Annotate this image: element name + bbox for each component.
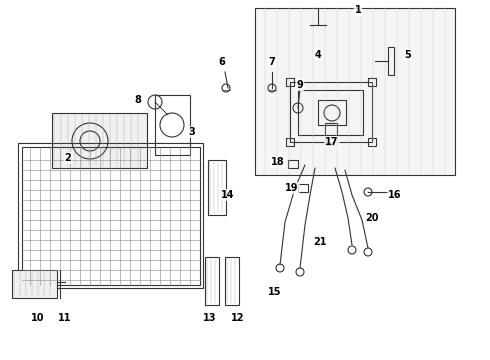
Bar	[298, 90, 363, 135]
Bar	[368, 138, 376, 146]
Text: 15: 15	[268, 287, 282, 297]
Text: 14: 14	[221, 190, 235, 200]
Bar	[225, 257, 239, 305]
Text: 19: 19	[285, 183, 299, 193]
Bar	[298, 184, 308, 192]
Text: 3: 3	[189, 127, 196, 137]
Text: 16: 16	[388, 190, 402, 200]
Bar	[208, 160, 226, 215]
Bar	[205, 257, 219, 305]
Text: 2: 2	[65, 153, 72, 163]
Text: 6: 6	[219, 57, 225, 67]
Bar	[290, 82, 372, 142]
Bar	[388, 47, 394, 75]
Text: 20: 20	[365, 213, 379, 223]
Bar	[288, 160, 298, 168]
Bar	[18, 143, 203, 288]
Text: 11: 11	[58, 313, 72, 323]
Text: 10: 10	[31, 313, 45, 323]
Text: 12: 12	[231, 313, 245, 323]
Text: 7: 7	[269, 57, 275, 67]
Bar	[22, 147, 200, 285]
Text: 8: 8	[135, 95, 142, 105]
Text: 4: 4	[315, 50, 321, 60]
Text: 18: 18	[271, 157, 285, 167]
Bar	[286, 78, 294, 86]
Bar	[325, 123, 337, 145]
Text: 17: 17	[325, 137, 339, 147]
Text: 9: 9	[296, 80, 303, 90]
Polygon shape	[255, 8, 455, 175]
Bar	[52, 113, 147, 168]
Text: 5: 5	[405, 50, 412, 60]
Bar	[155, 95, 190, 155]
Text: 13: 13	[203, 313, 217, 323]
Bar	[318, 100, 346, 125]
Text: 21: 21	[313, 237, 327, 247]
Bar	[12, 270, 57, 298]
Text: 1: 1	[355, 5, 361, 15]
Bar	[368, 78, 376, 86]
Bar	[286, 138, 294, 146]
